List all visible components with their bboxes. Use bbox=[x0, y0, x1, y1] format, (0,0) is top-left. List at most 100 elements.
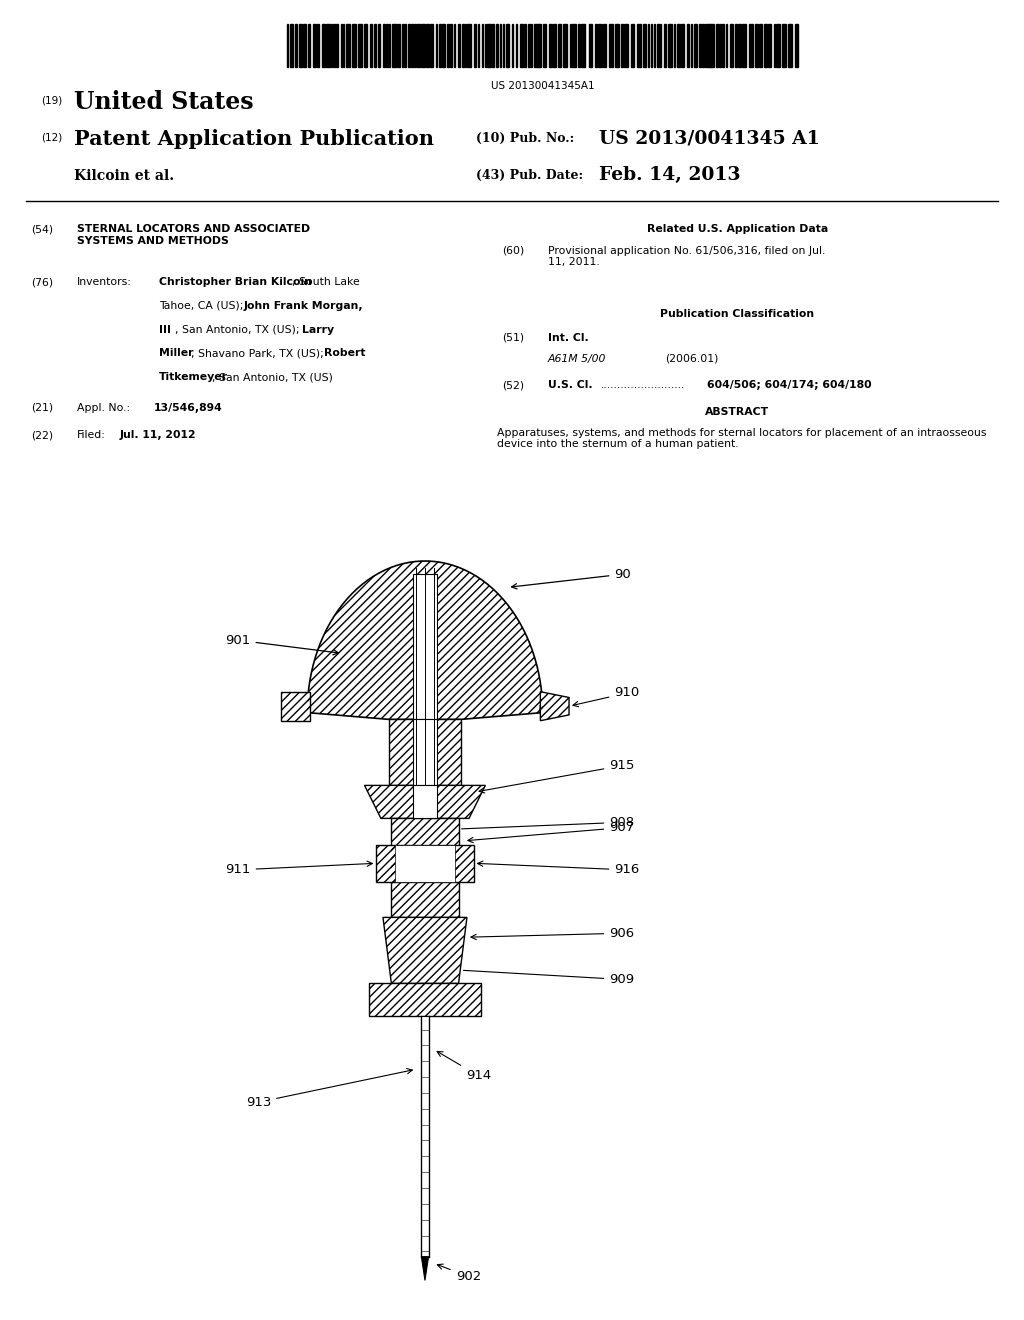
Bar bbox=[451, 24, 452, 67]
Bar bbox=[705, 24, 709, 67]
Bar bbox=[691, 24, 692, 67]
Bar bbox=[776, 24, 780, 67]
Text: Provisional application No. 61/506,316, filed on Jul.
11, 2011.: Provisional application No. 61/506,316, … bbox=[548, 246, 825, 267]
Bar bbox=[290, 24, 293, 67]
Bar bbox=[327, 24, 330, 67]
Bar bbox=[719, 24, 721, 67]
Bar bbox=[414, 24, 417, 67]
Bar bbox=[563, 24, 567, 67]
Bar bbox=[439, 24, 441, 67]
Bar bbox=[782, 24, 786, 67]
Text: Related U.S. Application Data: Related U.S. Application Data bbox=[646, 224, 828, 235]
Bar bbox=[394, 24, 397, 67]
Bar bbox=[374, 24, 376, 67]
Text: US 20130041345A1: US 20130041345A1 bbox=[490, 81, 595, 91]
Text: (51): (51) bbox=[502, 333, 524, 343]
Bar bbox=[735, 24, 737, 67]
Text: 908: 908 bbox=[462, 816, 635, 829]
Bar bbox=[657, 24, 658, 67]
Bar bbox=[302, 24, 305, 67]
Polygon shape bbox=[541, 692, 569, 721]
Text: 90: 90 bbox=[512, 568, 631, 589]
Bar bbox=[316, 24, 319, 67]
Bar bbox=[398, 24, 400, 67]
Polygon shape bbox=[413, 574, 437, 719]
Bar bbox=[664, 24, 667, 67]
Bar bbox=[343, 24, 344, 67]
Bar bbox=[648, 24, 649, 67]
Bar bbox=[463, 24, 464, 67]
Bar bbox=[401, 24, 403, 67]
Bar bbox=[446, 24, 450, 67]
Bar bbox=[712, 24, 715, 67]
Bar bbox=[411, 24, 413, 67]
Bar bbox=[409, 24, 410, 67]
Bar bbox=[534, 24, 538, 67]
Bar bbox=[386, 24, 387, 67]
Polygon shape bbox=[395, 845, 455, 882]
Bar bbox=[609, 24, 613, 67]
Text: 913: 913 bbox=[246, 1068, 413, 1109]
Bar bbox=[378, 24, 380, 67]
Bar bbox=[404, 24, 407, 67]
Text: (12): (12) bbox=[41, 132, 62, 143]
Bar bbox=[681, 24, 684, 67]
Bar bbox=[500, 24, 502, 67]
Text: Larry: Larry bbox=[302, 325, 335, 335]
Bar bbox=[299, 24, 301, 67]
Bar bbox=[602, 24, 603, 67]
Bar bbox=[625, 24, 628, 67]
Bar bbox=[578, 24, 580, 67]
Text: Inventors:: Inventors: bbox=[77, 277, 132, 288]
Bar bbox=[492, 24, 495, 67]
Polygon shape bbox=[365, 785, 485, 818]
Bar bbox=[726, 24, 727, 67]
Text: Publication Classification: Publication Classification bbox=[660, 309, 814, 319]
Bar bbox=[543, 24, 546, 67]
Polygon shape bbox=[369, 983, 481, 1016]
Bar bbox=[308, 24, 310, 67]
Text: 914: 914 bbox=[437, 1052, 492, 1082]
Text: (22): (22) bbox=[31, 430, 53, 441]
Text: (10) Pub. No.:: (10) Pub. No.: bbox=[476, 132, 574, 145]
Text: STERNAL LOCATORS AND ASSOCIATED
SYSTEMS AND METHODS: STERNAL LOCATORS AND ASSOCIATED SYSTEMS … bbox=[77, 224, 310, 246]
Bar bbox=[698, 24, 701, 67]
Text: (19): (19) bbox=[41, 95, 62, 106]
Bar bbox=[346, 24, 349, 67]
Bar bbox=[474, 24, 476, 67]
Polygon shape bbox=[281, 692, 309, 721]
Text: .........................: ......................... bbox=[601, 380, 685, 391]
Bar bbox=[441, 24, 444, 67]
Text: 910: 910 bbox=[573, 686, 640, 706]
Text: ABSTRACT: ABSTRACT bbox=[706, 407, 769, 417]
Text: (43) Pub. Date:: (43) Pub. Date: bbox=[476, 169, 584, 182]
Polygon shape bbox=[389, 719, 461, 785]
Bar bbox=[768, 24, 771, 67]
Bar bbox=[477, 24, 479, 67]
Text: Int. Cl.: Int. Cl. bbox=[548, 333, 589, 343]
Bar bbox=[674, 24, 675, 67]
Bar bbox=[418, 24, 420, 67]
Bar bbox=[621, 24, 624, 67]
Text: Christopher Brian Kilcoin: Christopher Brian Kilcoin bbox=[159, 277, 311, 288]
Polygon shape bbox=[391, 818, 459, 917]
Bar bbox=[717, 24, 719, 67]
Bar bbox=[788, 24, 793, 67]
Bar bbox=[313, 24, 316, 67]
Text: , Shavano Park, TX (US);: , Shavano Park, TX (US); bbox=[190, 348, 327, 359]
Bar bbox=[421, 24, 425, 67]
Bar bbox=[615, 24, 618, 67]
Bar bbox=[764, 24, 767, 67]
Bar bbox=[687, 24, 689, 67]
Bar bbox=[506, 24, 509, 67]
Bar bbox=[637, 24, 641, 67]
Bar bbox=[668, 24, 672, 67]
Text: United States: United States bbox=[74, 90, 253, 114]
Text: 915: 915 bbox=[479, 759, 635, 793]
Bar bbox=[589, 24, 592, 67]
Text: Appl. No.:: Appl. No.: bbox=[77, 403, 130, 413]
Bar bbox=[750, 24, 753, 67]
Bar bbox=[643, 24, 646, 67]
Bar bbox=[527, 24, 529, 67]
Bar bbox=[756, 24, 758, 67]
